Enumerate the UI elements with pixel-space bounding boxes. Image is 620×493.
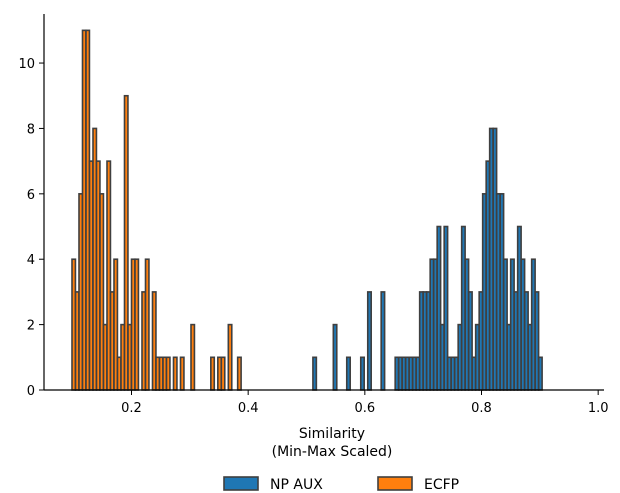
x-axis-label: Similarity bbox=[299, 426, 365, 442]
legend-label: ECFP bbox=[424, 477, 459, 493]
histogram-bar bbox=[134, 258, 140, 391]
histogram-bar bbox=[345, 356, 351, 391]
histogram-bar bbox=[227, 323, 233, 391]
histogram-bar bbox=[179, 356, 185, 391]
series-np-aux bbox=[312, 127, 543, 391]
legend-swatch bbox=[223, 476, 259, 491]
x-tick-label: 0.6 bbox=[354, 401, 375, 416]
y-tick-label: 10 bbox=[18, 57, 35, 72]
x-tick-label: 1.0 bbox=[588, 401, 609, 416]
legend-item: ECFP bbox=[377, 476, 459, 493]
x-tick-label: 0.8 bbox=[471, 401, 492, 416]
histogram-bar bbox=[380, 291, 386, 391]
series-ecfp bbox=[71, 29, 242, 391]
histogram-bar bbox=[366, 291, 372, 391]
legend: NP AUX ECFP bbox=[223, 476, 459, 493]
y-tick-label: 8 bbox=[27, 122, 35, 137]
histogram-bar bbox=[312, 356, 318, 391]
y-tick-label: 2 bbox=[27, 319, 35, 334]
x-tick-label: 0.2 bbox=[121, 401, 142, 416]
histogram-bar bbox=[332, 323, 338, 391]
axes bbox=[43, 14, 604, 391]
plot-area bbox=[71, 29, 543, 391]
histogram-bar bbox=[236, 356, 242, 391]
x-axis-ticks: 0.2 0.4 0.6 0.8 1.0 bbox=[121, 390, 609, 416]
y-tick-label: 6 bbox=[27, 188, 35, 203]
y-tick-label: 0 bbox=[27, 384, 35, 399]
y-axis-ticks: 0 2 4 6 8 10 bbox=[18, 57, 44, 399]
histogram-bar bbox=[210, 356, 216, 391]
histogram-bar bbox=[537, 356, 543, 391]
histogram-bar bbox=[359, 356, 365, 391]
x-axis-sublabel: (Min-Max Scaled) bbox=[272, 444, 393, 460]
y-tick-label: 4 bbox=[27, 253, 35, 268]
histogram-bar bbox=[165, 356, 171, 391]
legend-item: NP AUX bbox=[223, 476, 323, 493]
histogram-bar bbox=[172, 356, 178, 391]
legend-label: NP AUX bbox=[270, 477, 323, 493]
histogram-bar bbox=[190, 323, 196, 391]
legend-swatch bbox=[377, 476, 413, 491]
histogram-bar bbox=[144, 258, 150, 391]
x-tick-label: 0.4 bbox=[238, 401, 259, 416]
histogram-bar bbox=[220, 356, 226, 391]
